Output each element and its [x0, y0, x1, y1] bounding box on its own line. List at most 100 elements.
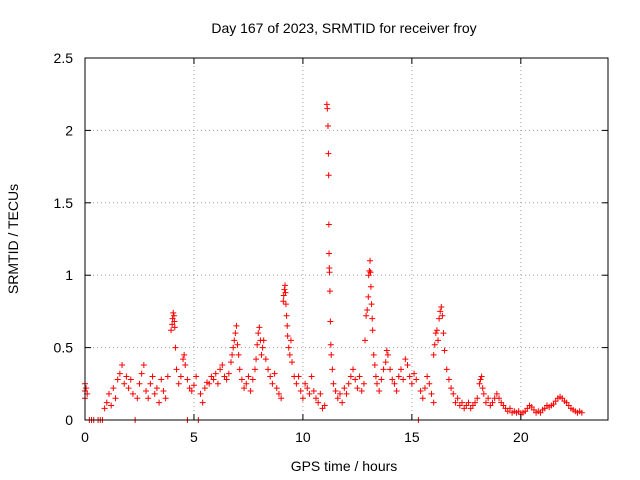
data-point — [326, 269, 333, 276]
data-point — [304, 385, 311, 392]
data-point — [426, 380, 433, 387]
data-point — [441, 347, 448, 354]
data-point — [324, 123, 331, 130]
y-tick-label: 1.5 — [54, 195, 74, 211]
data-point — [363, 312, 370, 319]
data-point — [228, 359, 235, 366]
y-tick-label: 2 — [65, 122, 73, 138]
data-point — [360, 380, 367, 387]
data-point — [493, 390, 500, 397]
data-point — [336, 390, 343, 397]
data-point — [284, 333, 291, 340]
data-point — [172, 344, 179, 351]
data-point — [458, 399, 465, 406]
data-point — [380, 366, 387, 373]
data-point — [262, 356, 269, 363]
data-point — [297, 388, 304, 395]
data-point — [233, 322, 240, 329]
data-point — [327, 318, 334, 325]
data-point — [310, 388, 317, 395]
data-point — [437, 308, 444, 315]
data-point — [153, 385, 160, 392]
data-point — [259, 344, 266, 351]
data-point — [479, 385, 486, 392]
data-point — [395, 373, 402, 380]
data-point — [397, 366, 404, 373]
data-point — [358, 388, 365, 395]
data-point — [485, 395, 492, 402]
data-point — [243, 380, 250, 387]
data-point — [362, 337, 369, 344]
data-point — [482, 399, 489, 406]
data-point — [432, 330, 439, 337]
data-point — [225, 370, 232, 377]
data-point — [321, 402, 328, 409]
data-point — [350, 366, 357, 373]
data-point — [267, 373, 274, 380]
data-point — [421, 385, 428, 392]
data-point — [232, 330, 239, 337]
data-point — [182, 361, 189, 368]
data-point — [271, 370, 278, 377]
data-point — [480, 390, 487, 397]
data-point — [465, 399, 472, 406]
data-point — [171, 318, 178, 325]
data-point — [334, 395, 341, 402]
data-point — [138, 370, 145, 377]
data-point — [143, 388, 150, 395]
data-point — [249, 376, 256, 383]
data-point — [364, 306, 371, 313]
data-point — [136, 380, 143, 387]
data-point — [231, 337, 238, 344]
data-point — [400, 376, 407, 383]
y-tick-label: 2.5 — [54, 50, 74, 66]
data-point — [223, 376, 230, 383]
data-point — [315, 399, 322, 406]
data-point — [376, 388, 383, 395]
data-point — [256, 324, 263, 331]
data-point — [496, 395, 503, 402]
data-point — [282, 301, 289, 308]
data-point — [430, 351, 437, 358]
data-point — [343, 390, 350, 397]
data-point — [439, 312, 446, 319]
data-point — [478, 373, 485, 380]
data-point — [147, 380, 154, 387]
data-point — [387, 366, 394, 373]
data-point — [345, 380, 352, 387]
data-point — [269, 380, 276, 387]
data-point — [330, 380, 337, 387]
data-point — [145, 395, 152, 402]
data-point — [121, 380, 128, 387]
data-point — [578, 409, 585, 416]
data-point — [278, 395, 285, 402]
data-point — [281, 286, 288, 293]
axis-ticks: 0 5 10 15 20 0 0.5 1 1.5 2 2.5 — [54, 50, 608, 445]
data-point — [151, 390, 158, 397]
data-point — [430, 399, 437, 406]
data-point — [365, 293, 372, 300]
data-point — [325, 172, 332, 179]
data-point — [105, 390, 112, 397]
data-point — [123, 373, 130, 380]
data-point — [114, 376, 121, 383]
data-point — [119, 361, 126, 368]
data-point — [326, 288, 333, 295]
data-point — [370, 351, 377, 358]
data-point — [406, 373, 413, 380]
data-point — [325, 150, 332, 157]
data-point — [284, 322, 291, 329]
data-point — [285, 344, 292, 351]
data-point — [260, 337, 267, 344]
data-point — [450, 390, 457, 397]
data-point — [181, 351, 188, 358]
data-point — [326, 250, 333, 257]
data-point — [83, 385, 90, 392]
data-point — [286, 351, 293, 358]
data-point — [170, 312, 177, 319]
grid-lines — [85, 58, 608, 420]
data-point — [440, 330, 447, 337]
data-point — [413, 376, 420, 383]
data-point — [436, 315, 443, 322]
x-tick-label: 15 — [404, 429, 420, 445]
